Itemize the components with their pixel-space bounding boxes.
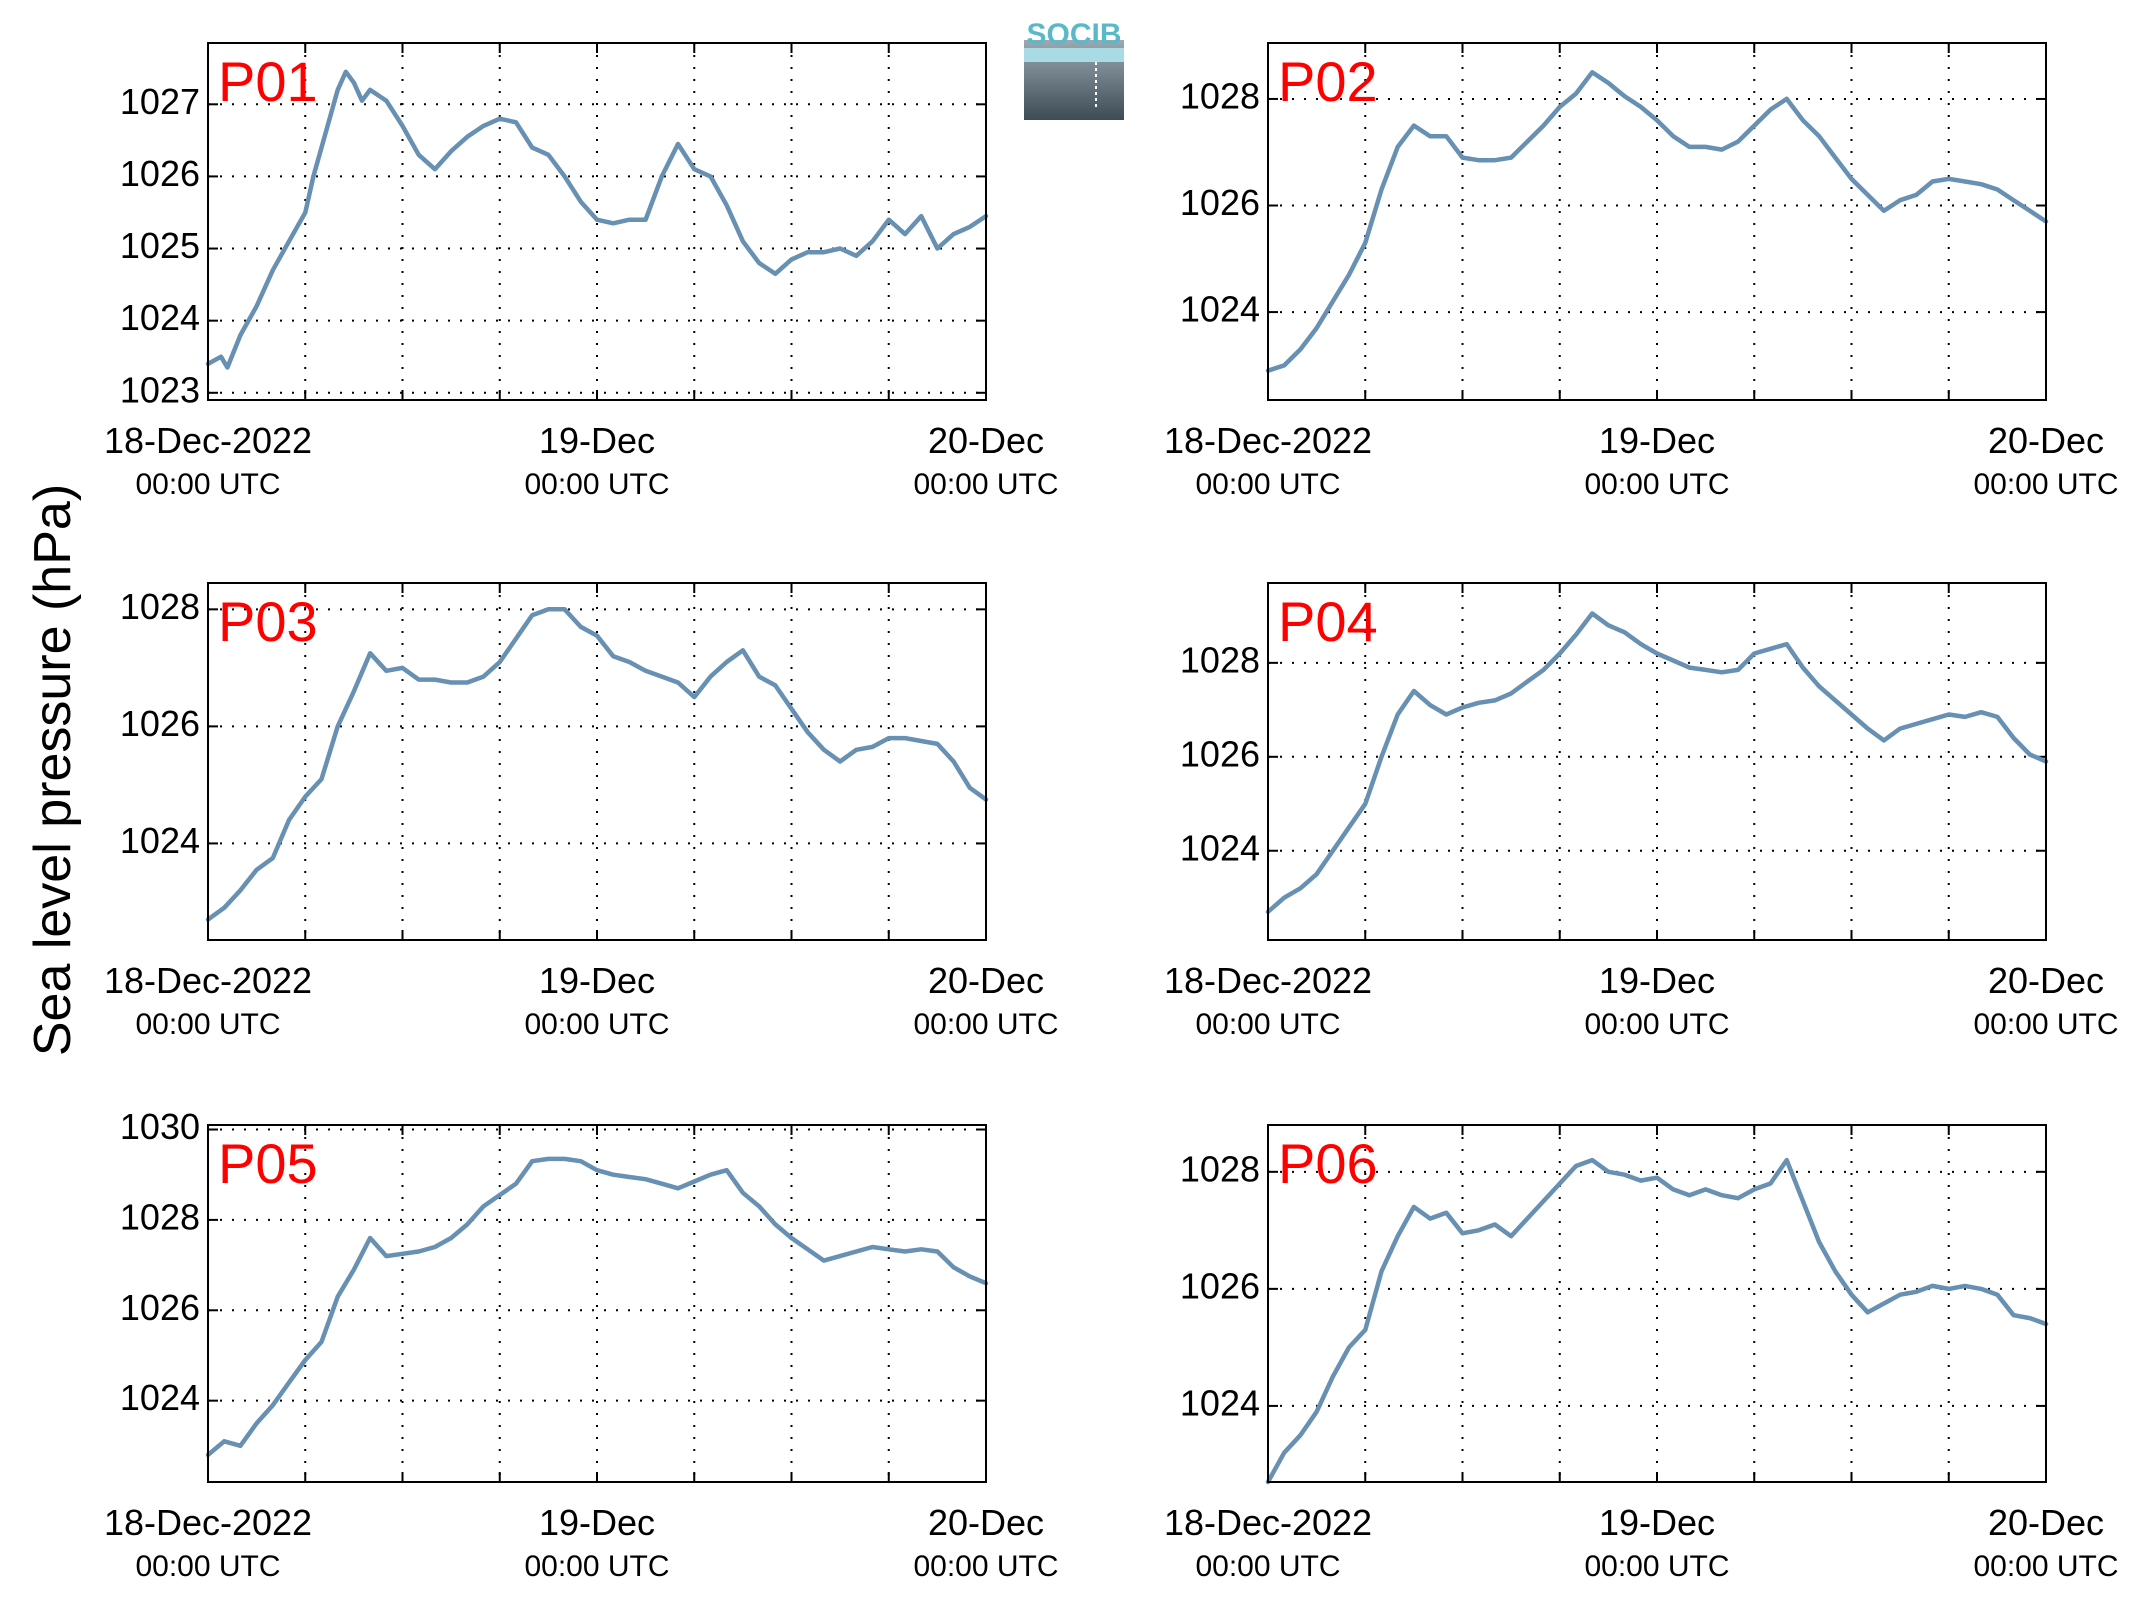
panel-p04: 1024 1026 1028 18-Dec-2022 00:00 UTC 19-Dec 00… — [1164, 582, 2119, 1041]
x-tick-label: 20-Dec — [928, 1502, 1044, 1543]
x-tick-sublabel: 00:00 UTC — [135, 1008, 280, 1041]
panel-p03: 1024 1026 1028 18-Dec-2022 00:00 UTC 19-Dec 00… — [104, 582, 1059, 1041]
x-tick-sublabel: 00:00 UTC — [1195, 1550, 1340, 1583]
x-tick-label: 18-Dec-2022 — [1164, 1502, 1372, 1543]
panel-label: P03 — [218, 590, 318, 653]
x-tick-sublabel: 00:00 UTC — [1195, 1008, 1340, 1041]
y-tick-label: 1024 — [120, 1377, 200, 1418]
x-tick-label: 20-Dec — [1988, 960, 2104, 1001]
y-tick-label: 1024 — [120, 297, 200, 338]
axes-frame — [207, 582, 987, 941]
x-tick-sublabel: 00:00 UTC — [1973, 1008, 2118, 1041]
y-tick-label: 1030 — [120, 1106, 200, 1147]
panel-p02: 1024 1026 1028 18-Dec-2022 00:00 UTC 19-Dec 00… — [1164, 42, 2119, 501]
x-tick-sublabel: 00:00 UTC — [913, 468, 1058, 501]
x-tick-label: 19-Dec — [539, 420, 655, 461]
x-tick-label: 19-Dec — [539, 960, 655, 1001]
panel-label: P06 — [1278, 1132, 1378, 1195]
y-tick-label: 1026 — [1180, 1265, 1260, 1306]
pressure-series-line — [205, 1156, 989, 1458]
y-tick-label: 1028 — [1180, 75, 1260, 116]
x-tick-label: 19-Dec — [539, 1502, 655, 1543]
x-tick-label: 18-Dec-2022 — [104, 420, 312, 461]
x-tick-sublabel: 00:00 UTC — [524, 1550, 669, 1583]
x-tick-label: 18-Dec-2022 — [104, 1502, 312, 1543]
x-tick-label: 18-Dec-2022 — [1164, 420, 1372, 461]
socib-logo: SOCIB — [1024, 18, 1124, 120]
panel-label: P05 — [218, 1132, 318, 1195]
x-tick-label: 18-Dec-2022 — [1164, 960, 1372, 1001]
y-tick-label: 1028 — [1180, 639, 1260, 680]
x-tick-sublabel: 00:00 UTC — [1973, 468, 2118, 501]
y-tick-label: 1024 — [1180, 289, 1260, 330]
y-tick-label: 1024 — [1180, 827, 1260, 868]
pressure-series-line — [1265, 1157, 2049, 1485]
axes-frame — [1267, 42, 2047, 401]
panel-label: P01 — [218, 50, 318, 113]
x-tick-label: 20-Dec — [1988, 1502, 2104, 1543]
y-tick-label: 1026 — [1180, 733, 1260, 774]
x-tick-label: 19-Dec — [1599, 960, 1715, 1001]
axes-frame — [207, 1124, 987, 1483]
y-tick-label: 1028 — [120, 1196, 200, 1237]
x-tick-label: 20-Dec — [928, 420, 1044, 461]
x-tick-label: 18-Dec-2022 — [104, 960, 312, 1001]
axes-frame — [207, 42, 987, 401]
axes-frame — [1267, 1124, 2047, 1483]
y-tick-label: 1023 — [120, 369, 200, 410]
panel-p01: 1023 1024 1025 1026 1027 18-Dec-2022 00:00 UTC… — [104, 42, 1059, 501]
panel-p06: 1024 1026 1028 18-Dec-2022 00:00 UTC 19-Dec 00… — [1164, 1124, 2119, 1583]
panel-label: P02 — [1278, 50, 1378, 113]
pressure-series-line — [205, 69, 989, 370]
x-tick-sublabel: 00:00 UTC — [913, 1550, 1058, 1583]
y-tick-label: 1024 — [120, 820, 200, 861]
y-tick-label: 1026 — [120, 153, 200, 194]
pressure-series-line — [1265, 611, 2049, 915]
y-tick-label: 1027 — [120, 81, 200, 122]
y-tick-label: 1025 — [120, 225, 200, 266]
x-tick-sublabel: 00:00 UTC — [1973, 1550, 2118, 1583]
y-tick-label: 1028 — [1180, 1148, 1260, 1189]
pressure-series-line — [205, 607, 989, 922]
x-tick-sublabel: 00:00 UTC — [524, 1008, 669, 1041]
y-tick-label: 1028 — [120, 586, 200, 627]
x-tick-sublabel: 00:00 UTC — [135, 1550, 280, 1583]
x-tick-sublabel: 00:00 UTC — [135, 468, 280, 501]
x-tick-sublabel: 00:00 UTC — [913, 1008, 1058, 1041]
x-tick-label: 19-Dec — [1599, 420, 1715, 461]
y-tick-label: 1024 — [1180, 1382, 1260, 1423]
x-tick-label: 20-Dec — [928, 960, 1044, 1001]
axes-frame — [1267, 582, 2047, 941]
x-tick-label: 20-Dec — [1988, 420, 2104, 461]
pressure-series-line — [1265, 70, 2049, 373]
panels: 1023 1024 1025 1026 1027 18-Dec-2022 00:00 UTC… — [104, 42, 2119, 1583]
x-tick-sublabel: 00:00 UTC — [1584, 1550, 1729, 1583]
x-tick-label: 19-Dec — [1599, 1502, 1715, 1543]
x-tick-sublabel: 00:00 UTC — [1584, 468, 1729, 501]
x-tick-sublabel: 00:00 UTC — [1584, 1008, 1729, 1041]
y-tick-label: 1026 — [1180, 182, 1260, 223]
panel-p05: 1024 1026 1028 1030 18-Dec-2022 00:00 UTC 19-D… — [104, 1106, 1059, 1583]
socib-logo-text: SOCIB — [1026, 18, 1121, 51]
y-tick-label: 1026 — [120, 1287, 200, 1328]
panel-label: P04 — [1278, 590, 1378, 653]
y-tick-label: 1026 — [120, 703, 200, 744]
x-tick-sublabel: 00:00 UTC — [1195, 468, 1340, 501]
x-tick-sublabel: 00:00 UTC — [524, 468, 669, 501]
y-axis-label: Sea level pressure (hPa) — [24, 484, 82, 1056]
